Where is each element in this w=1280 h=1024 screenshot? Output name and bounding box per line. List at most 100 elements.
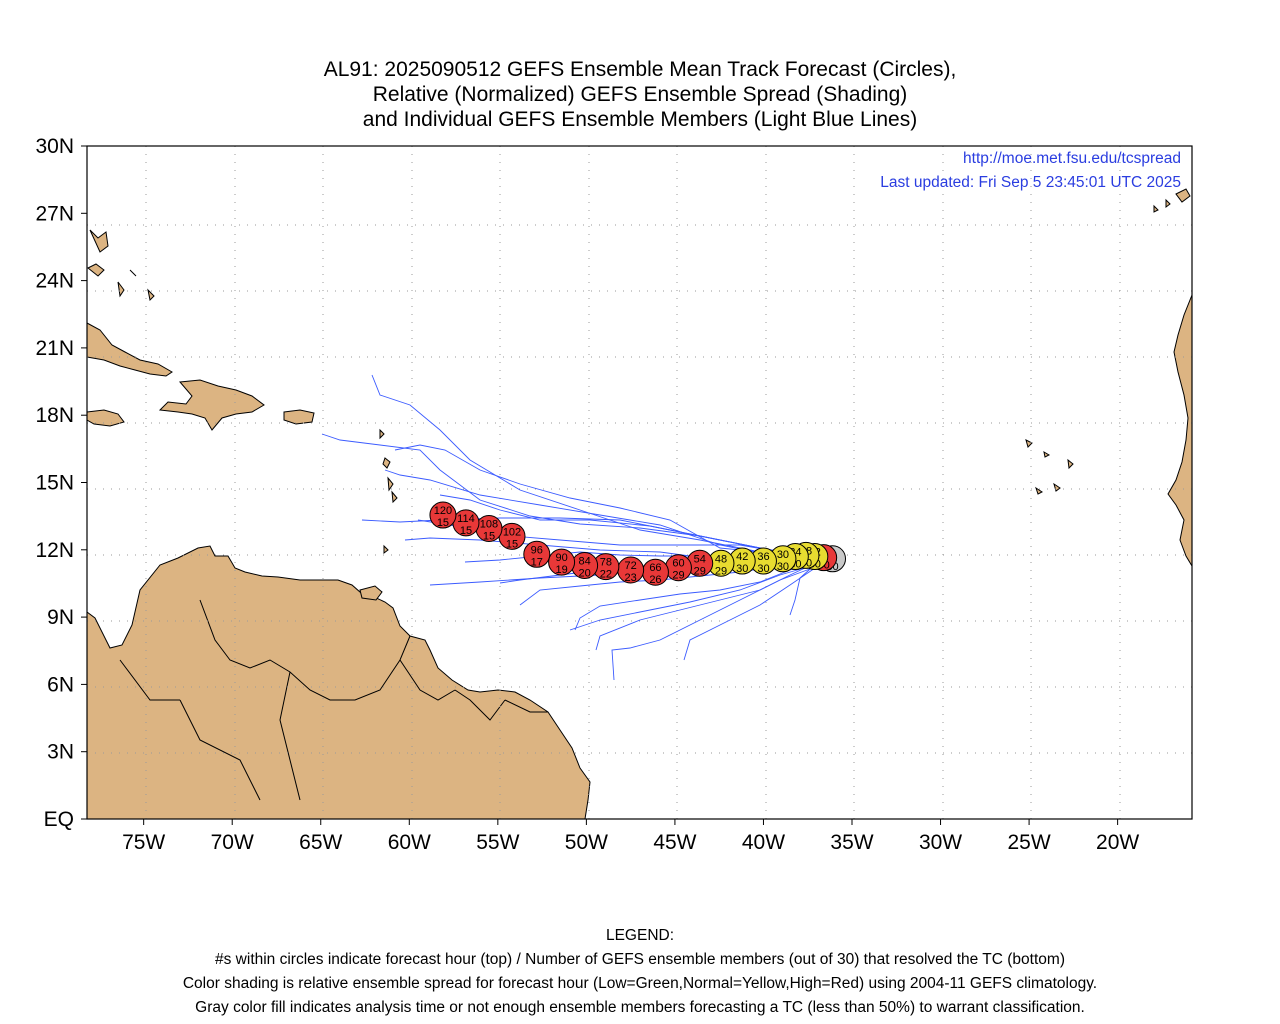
lon-tick-label: 45W [653,831,696,854]
legend-heading: LEGEND: [606,927,674,944]
forecast-hour-label: 36 [757,551,769,563]
lat-tick-label: 18N [35,404,74,427]
lat-tick-label: 12N [35,539,74,562]
forecast-hour-label: 48 [715,553,727,565]
title-line-3: and Individual GEFS Ensemble Members (Li… [363,108,917,131]
member-count-label: 30 [757,563,769,575]
member-count-label: 22 [600,569,612,581]
map-area [87,146,1192,819]
lat-tick-label: 3N [47,741,74,764]
forecast-hour-label: 30 [777,549,789,561]
forecast-hour-label: 90 [555,552,567,564]
member-count-label: 29 [672,570,684,582]
forecast-hour-label: 78 [600,557,612,569]
lon-tick-label: 35W [830,831,873,854]
canary-islands-land [1153,188,1191,213]
forecast-hour-label: 120 [434,505,452,517]
hispaniola-land [158,379,265,431]
forecast-hour-label: 84 [578,556,590,568]
forecast-hour-label: 42 [736,551,748,563]
member-count-label: 30 [777,561,789,573]
lat-tick-label: 27N [35,202,74,225]
legend-line-1: #s within circles indicate forecast hour… [215,951,1065,968]
grid [87,146,1192,819]
member-count-label: 15 [460,525,472,537]
lesser-antilles-land [379,428,398,554]
member-count-label: 15 [437,517,449,529]
latitude-axis: 30N 27N 24N 21N 18N 15N 12N 9N 6N 3N EQ [35,135,87,831]
cuba-land [87,322,173,377]
lon-tick-label: 65W [299,831,342,854]
forecast-hour-label: 96 [531,544,543,556]
mean-track-circles: 0306301230183024303030363042304829542960… [429,501,847,586]
forecast-hour-label: 102 [503,526,521,538]
member-count-label: 15 [483,530,495,542]
track-circle [429,501,457,529]
bahamas-land [87,229,155,302]
country-borders [119,599,548,801]
track-circle [523,540,551,568]
forecast-hour-label: 108 [480,518,498,530]
cape-verde-land [1025,439,1074,495]
member-count-label: 19 [555,564,567,576]
legend-line-3: Gray color fill indicates analysis time … [195,999,1085,1016]
member-count-label: 26 [649,574,661,586]
forecast-hour-label: 54 [694,553,706,565]
jamaica-land [87,409,125,427]
title-line-1: AL91: 2025090512 GEFS Ensemble Mean Trac… [324,58,957,81]
forecast-hour-label: 114 [457,513,475,525]
puerto-rico-land [283,409,315,425]
longitude-axis: 75W 70W 65W 60W 55W 50W 45W 40W 35W 30W 25W 20W [122,819,1139,854]
africa-land [1167,294,1192,567]
lon-tick-label: 60W [388,831,431,854]
forecast-hour-label: 60 [672,558,684,570]
lon-tick-label: 40W [742,831,785,854]
lat-tick-label: 9N [47,606,74,629]
last-updated-text: Last updated: Fri Sep 5 23:45:01 UTC 202… [880,174,1181,191]
forecast-hour-label: 66 [649,562,661,574]
member-count-label: 15 [506,538,518,550]
trinidad-land [359,585,383,601]
lon-tick-label: 25W [1007,831,1050,854]
forecast-hour-label: 72 [625,560,637,572]
land [87,188,1192,819]
lon-tick-label: 50W [565,831,608,854]
lon-tick-label: 70W [211,831,254,854]
lon-tick-label: 30W [919,831,962,854]
lat-tick-label: 21N [35,337,74,360]
lat-tick-label: 30N [35,135,74,158]
source-url-link[interactable]: http://moe.met.fsu.edu/tcspread [963,150,1181,167]
member-count-label: 17 [531,556,543,568]
legend-line-2: Color shading is relative ensemble sprea… [183,975,1097,992]
lat-tick-label: EQ [44,808,74,831]
title-line-2: Relative (Normalized) GEFS Ensemble Spre… [373,83,908,106]
member-count-label: 23 [625,572,637,584]
track-circle [548,548,576,576]
lon-tick-label: 75W [122,831,165,854]
lon-tick-label: 55W [476,831,519,854]
member-count-label: 29 [694,565,706,577]
lat-tick-label: 15N [35,472,74,495]
member-count-label: 20 [578,568,590,580]
lon-tick-label: 20W [1096,831,1139,854]
lat-tick-label: 6N [47,673,74,696]
lat-tick-label: 24N [35,270,74,293]
member-count-label: 29 [715,565,727,577]
